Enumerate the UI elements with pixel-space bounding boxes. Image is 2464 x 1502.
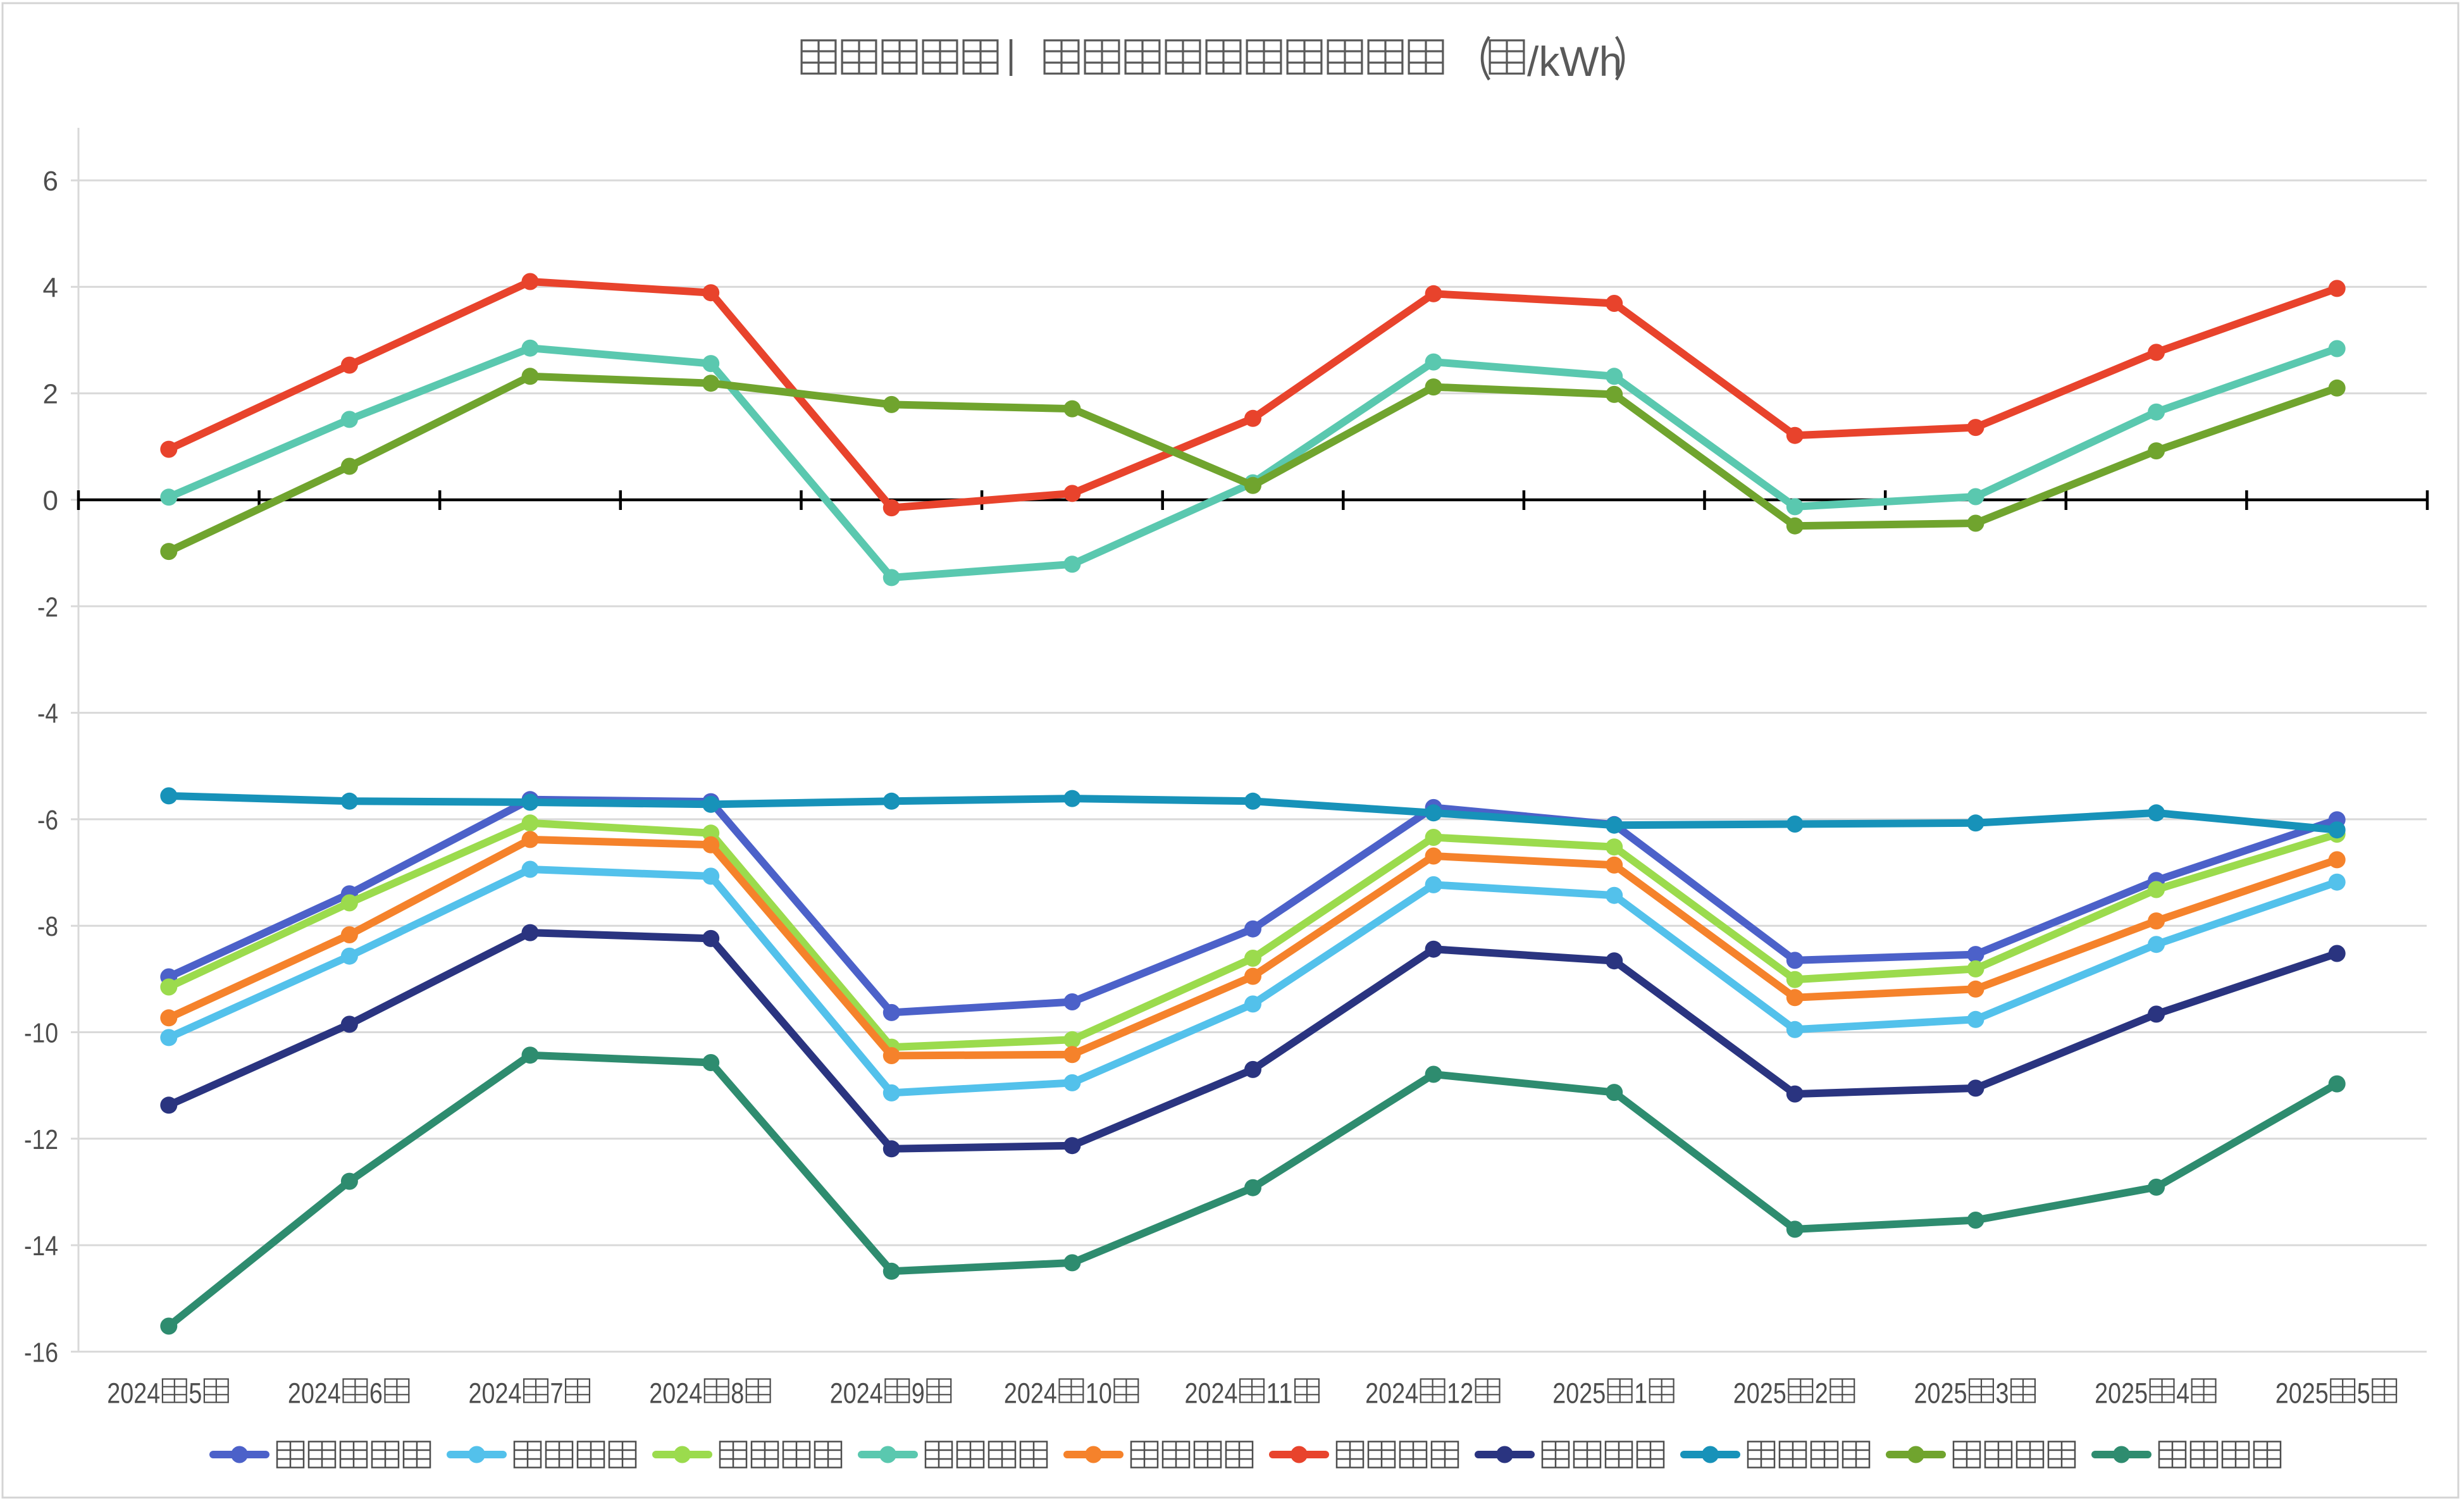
svg-text:2024: 2024: [107, 1377, 160, 1410]
svg-text:5: 5: [2357, 1377, 2370, 1410]
svg-text:-14: -14: [24, 1231, 58, 1262]
svg-text:4: 4: [43, 272, 58, 303]
svg-text:5: 5: [189, 1377, 202, 1410]
svg-text:2024: 2024: [288, 1377, 341, 1410]
svg-text:-2: -2: [37, 592, 58, 623]
svg-text:11: 11: [1266, 1377, 1293, 1410]
svg-text:2024: 2024: [1365, 1377, 1418, 1410]
svg-text:2: 2: [43, 379, 58, 410]
svg-text:3: 3: [1996, 1377, 2009, 1410]
svg-text:6: 6: [43, 166, 58, 197]
svg-text:2: 2: [1815, 1377, 1828, 1410]
svg-text:4: 4: [2176, 1377, 2189, 1410]
svg-text:2025: 2025: [1552, 1377, 1606, 1410]
svg-text:2025: 2025: [2275, 1377, 2329, 1410]
svg-text:-12: -12: [24, 1124, 58, 1155]
svg-text:6: 6: [369, 1377, 383, 1410]
svg-text:2025: 2025: [2095, 1377, 2148, 1410]
svg-text:10: 10: [1086, 1377, 1112, 1410]
svg-text:1: 1: [1634, 1377, 1647, 1410]
svg-text:/kWh: /kWh: [1527, 38, 1622, 85]
svg-text:-6: -6: [37, 805, 58, 836]
svg-text:12: 12: [1447, 1377, 1473, 1410]
svg-text:2024: 2024: [830, 1377, 883, 1410]
svg-text:7: 7: [550, 1377, 564, 1410]
svg-text:-4: -4: [37, 698, 58, 729]
svg-text:9: 9: [912, 1377, 925, 1410]
svg-text:0: 0: [43, 485, 58, 516]
svg-text:2024: 2024: [1185, 1377, 1238, 1410]
svg-text:2024: 2024: [1004, 1377, 1057, 1410]
svg-text:-8: -8: [37, 911, 58, 942]
svg-text:2024: 2024: [469, 1377, 522, 1410]
svg-text:2024: 2024: [649, 1377, 702, 1410]
svg-text:8: 8: [731, 1377, 744, 1410]
svg-text:-16: -16: [24, 1337, 58, 1368]
svg-text:2025: 2025: [1733, 1377, 1786, 1410]
svg-text:2025: 2025: [1914, 1377, 1967, 1410]
svg-text:-10: -10: [24, 1018, 58, 1049]
